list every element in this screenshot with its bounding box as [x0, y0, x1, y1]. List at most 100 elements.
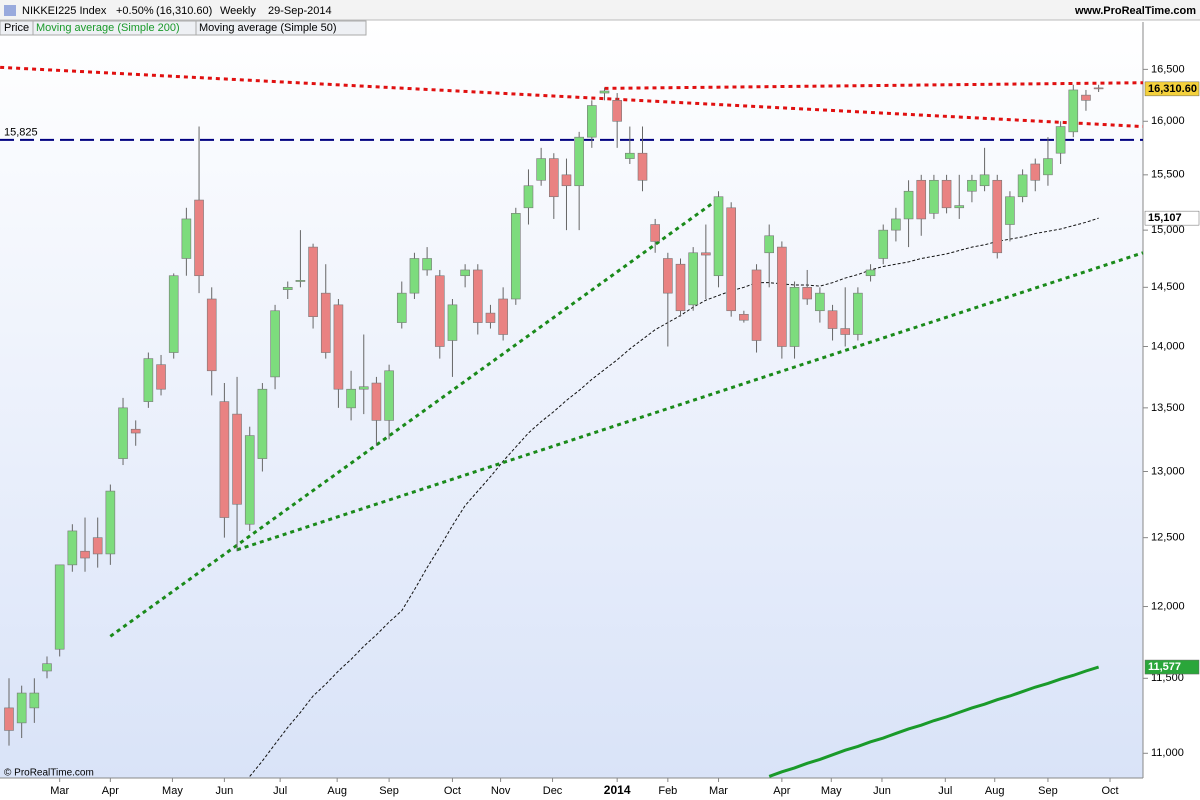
x-tick-label: Jul	[273, 785, 287, 797]
y-tick-label: 13,500	[1151, 402, 1185, 414]
candle-body	[916, 179, 927, 220]
candle-body	[688, 252, 698, 306]
y-tick-label: 11,500	[1151, 672, 1184, 684]
candle-body	[1030, 163, 1041, 181]
candle-body	[308, 246, 318, 317]
trend-line	[0, 65, 1144, 129]
x-tick-label: Jun	[873, 785, 891, 797]
candle-body	[891, 218, 901, 231]
candle-body	[371, 382, 382, 421]
candle-body	[865, 269, 876, 277]
y-tick-label: 11,000	[1151, 747, 1184, 759]
price: (16,310.60)	[156, 5, 212, 17]
site: www.ProRealTime.com	[1074, 5, 1196, 17]
candle-body	[143, 358, 154, 402]
trend-line	[604, 81, 1143, 90]
x-tick-label: May	[162, 785, 183, 797]
x-tick-label: Apr	[773, 785, 790, 797]
symbol: NIKKEI225 Index	[22, 5, 107, 17]
x-tick-label: 2014	[604, 783, 631, 797]
candle-body	[498, 298, 508, 335]
candle-body	[1081, 94, 1091, 101]
candle-body	[67, 530, 78, 566]
candle-body	[561, 174, 572, 187]
x-tick-label: Apr	[102, 785, 119, 797]
candle-body	[295, 280, 306, 282]
candle-body	[701, 252, 711, 256]
y-tick-label: 15,000	[1151, 224, 1185, 236]
candle-body	[777, 246, 787, 347]
candle-body	[282, 287, 293, 290]
x-tick-label: Aug	[985, 785, 1005, 797]
x-tick-label: Jun	[216, 785, 234, 797]
candle-body	[739, 313, 749, 321]
candle-body	[42, 663, 52, 672]
y-tick-label: 13,000	[1151, 465, 1185, 477]
legend-entry: Moving average (Simple 50)	[199, 22, 337, 34]
candle-body	[270, 310, 280, 378]
y-tick-label: 16,500	[1151, 63, 1185, 75]
candle-body	[878, 229, 889, 259]
candle-body	[434, 275, 445, 347]
ma-value-label: 15,107	[1148, 212, 1182, 224]
moving-average-line	[249, 217, 1099, 777]
candle-body	[1055, 126, 1066, 154]
candle-body	[396, 292, 407, 323]
candle-body	[853, 292, 863, 335]
candle-body	[625, 152, 635, 159]
y-tick-label: 16,000	[1151, 115, 1185, 127]
candle-body	[320, 292, 331, 353]
candle-body	[751, 269, 762, 341]
candle-body	[675, 263, 686, 312]
x-tick-label: Aug	[327, 785, 347, 797]
x-tick-label: Dec	[543, 785, 563, 797]
candle-body	[422, 258, 432, 271]
change: +0.50%	[116, 5, 154, 17]
candle-body	[789, 287, 800, 347]
candle-body	[384, 370, 394, 421]
candle-body	[510, 213, 521, 300]
candle-body	[549, 158, 559, 198]
candle-body	[447, 304, 458, 341]
logo-icon	[4, 5, 16, 16]
candle-body	[802, 287, 813, 300]
candle-body	[219, 401, 230, 518]
candle-body	[967, 179, 977, 192]
ma-value-box	[1144, 659, 1200, 675]
x-tick-label: Mar	[50, 785, 69, 797]
candle-body	[80, 550, 90, 559]
candle-body	[232, 413, 242, 505]
candle-body	[663, 258, 673, 294]
candle-body	[929, 179, 939, 214]
trend-line	[109, 197, 720, 638]
y-tick-label: 12,000	[1151, 600, 1185, 612]
candle-body	[992, 179, 1003, 254]
level-label: 15,825	[4, 127, 38, 139]
trend-line	[236, 251, 1144, 552]
candle-body	[1093, 87, 1104, 90]
x-tick-label: Nov	[491, 785, 511, 797]
candle-body	[92, 537, 103, 555]
y-tick-label: 14,500	[1151, 281, 1185, 293]
candle-body	[599, 90, 610, 94]
ma-value-label: 11,577	[1148, 661, 1181, 673]
x-tick-label: Mar	[709, 785, 728, 797]
candle-body	[1068, 89, 1079, 133]
candle-body	[29, 692, 40, 709]
last-price-label: 16,310.60	[1148, 83, 1197, 95]
candle-body	[815, 292, 825, 312]
candle-body	[650, 224, 660, 242]
candle-body	[637, 152, 648, 181]
candle-body	[612, 100, 622, 122]
candle-body	[954, 205, 965, 209]
candle-body	[156, 364, 166, 390]
candle-body	[460, 269, 470, 277]
candle-body	[130, 428, 141, 434]
x-tick-label: Sep	[1038, 785, 1058, 797]
candle-body	[840, 328, 851, 335]
candle-body	[194, 199, 204, 277]
ma-value-box	[1144, 210, 1200, 226]
x-tick-label: Oct	[444, 785, 461, 797]
candle-body	[1017, 174, 1028, 198]
candle-body	[54, 564, 65, 650]
